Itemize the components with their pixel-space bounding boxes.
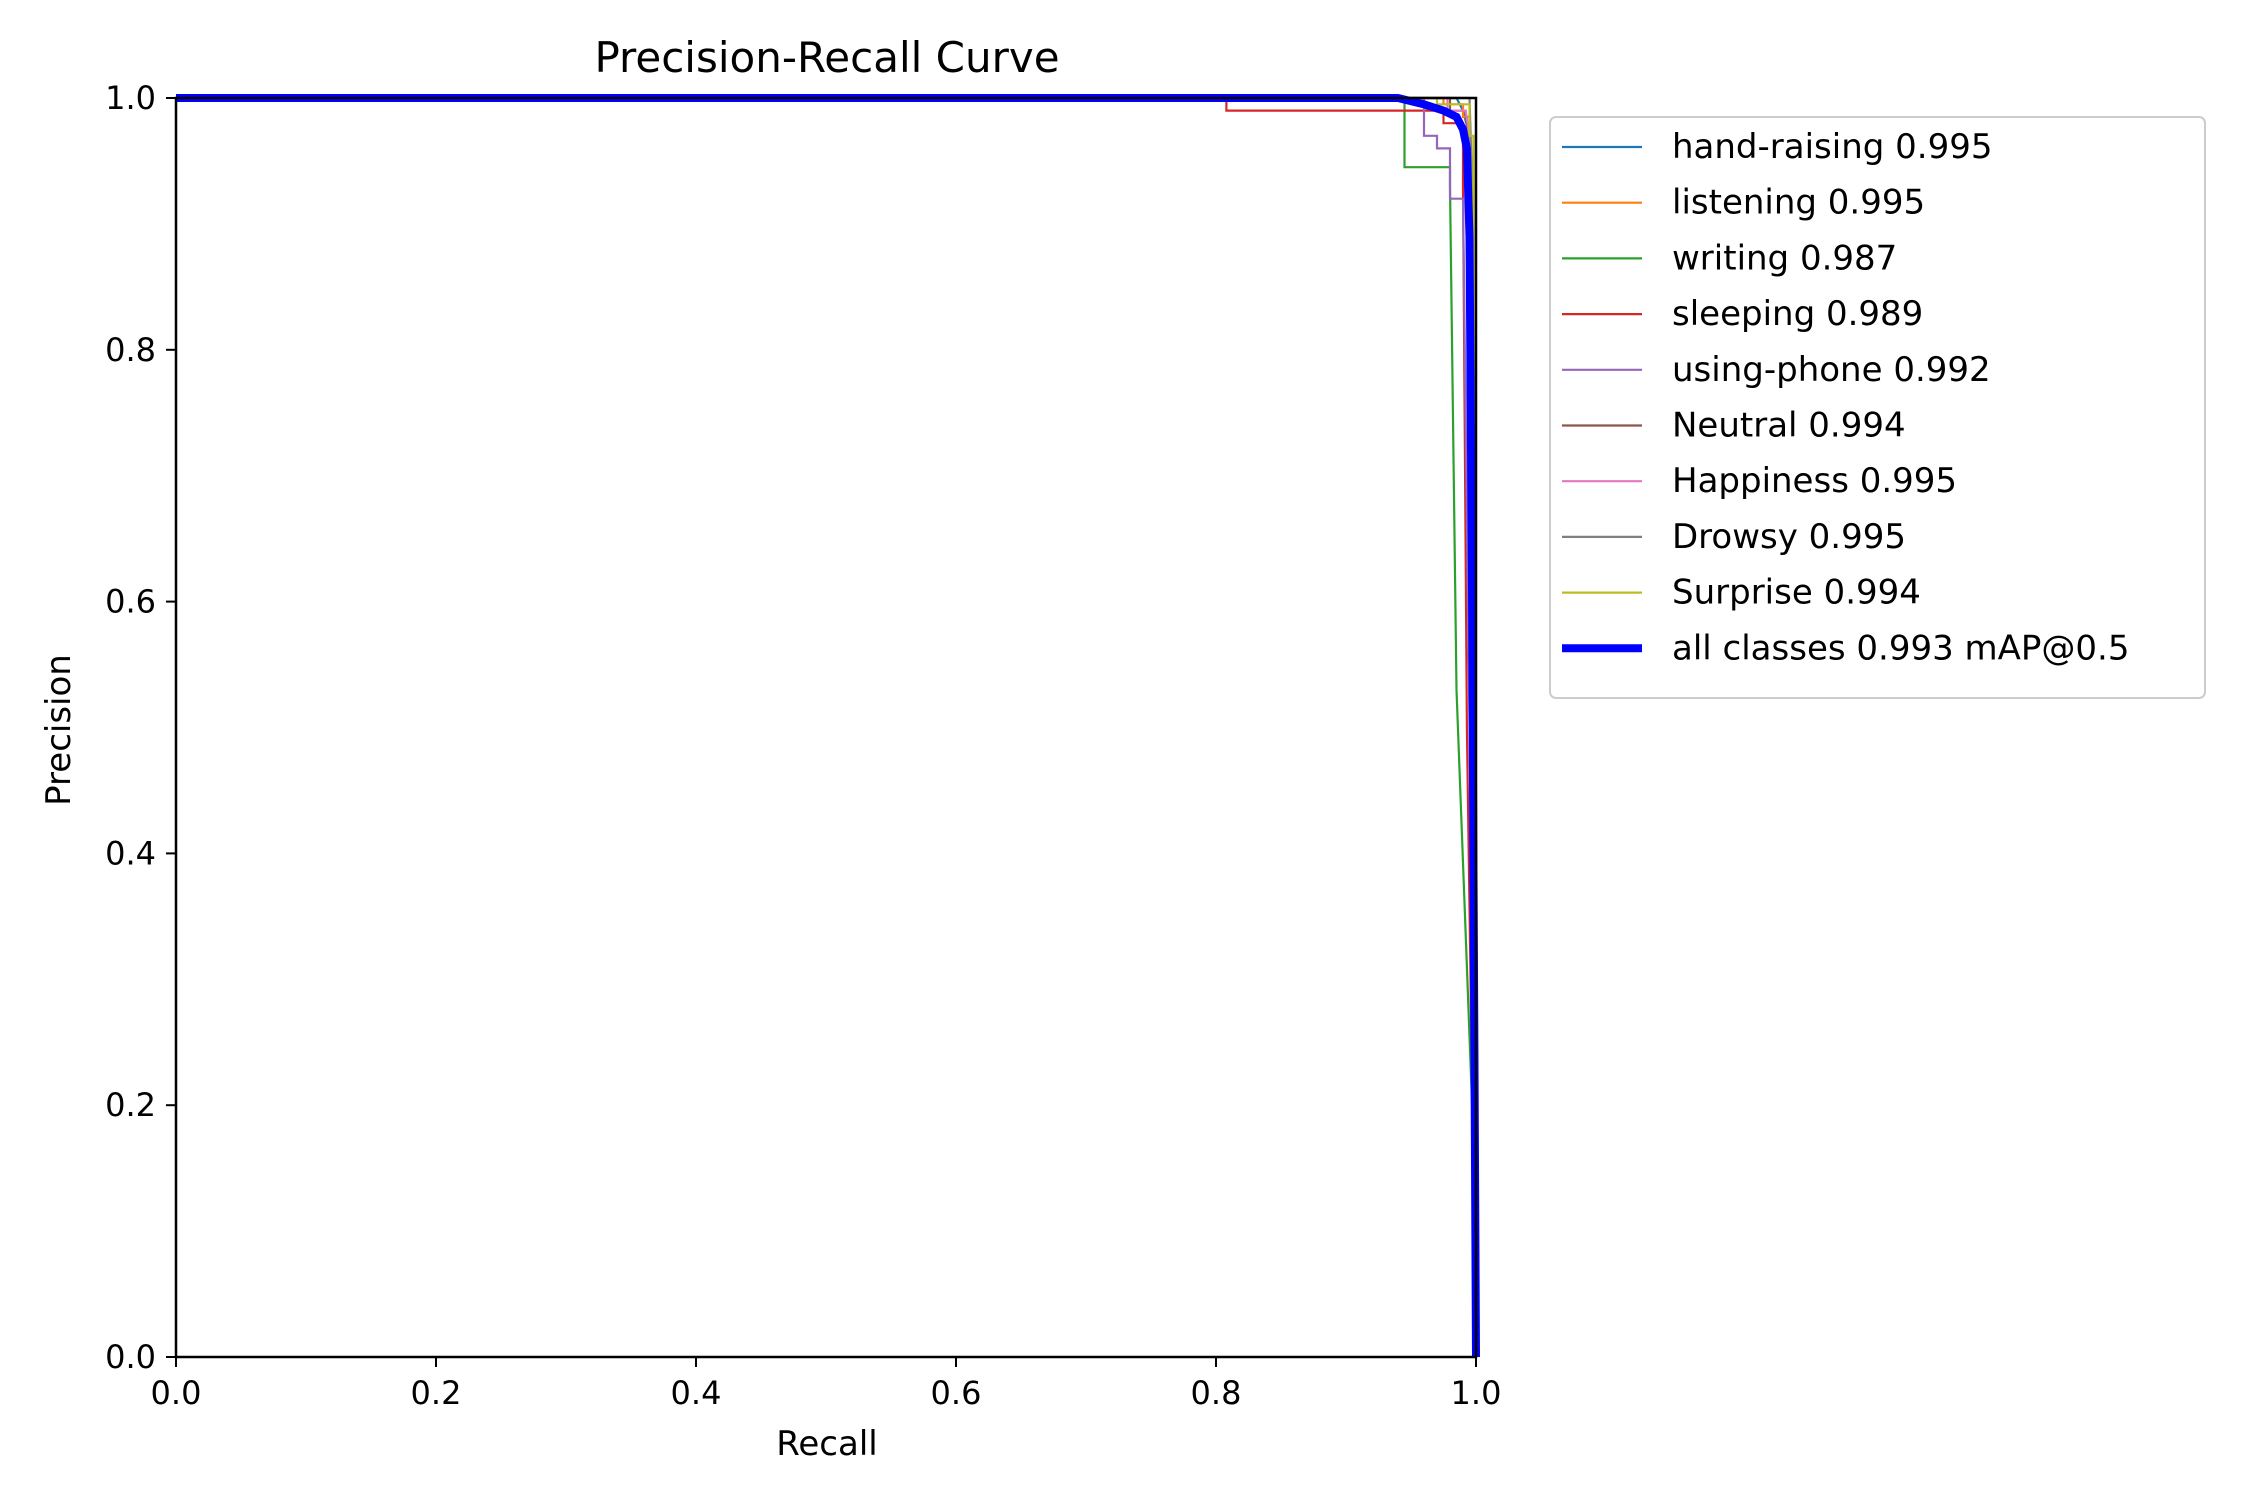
chart-title: Precision-Recall Curve — [594, 33, 1059, 82]
legend-label-surprise-0-994: Surprise 0.994 — [1672, 573, 1921, 613]
x-axis-label: Recall — [776, 1424, 877, 1464]
series-line-using-phone-0-992 — [176, 96, 1478, 1358]
x-tick-label: 0.0 — [151, 1374, 202, 1412]
y-tick-label: 0.4 — [105, 834, 156, 872]
y-tick-label: 1.0 — [105, 79, 156, 117]
y-tick-label: 0.0 — [105, 1338, 156, 1376]
legend-label-sleeping-0-989: sleeping 0.989 — [1672, 294, 1923, 334]
x-tick-label: 0.8 — [1191, 1374, 1242, 1412]
legend-label-hand-raising-0-995: hand-raising 0.995 — [1672, 127, 1992, 167]
legend-box — [1549, 116, 2206, 699]
legend-label-drowsy-0-995: Drowsy 0.995 — [1672, 517, 1906, 557]
x-tick-label: 1.0 — [1451, 1374, 1502, 1412]
y-tick-label: 0.8 — [105, 331, 156, 369]
legend-label-listening-0-995: listening 0.995 — [1672, 183, 1925, 223]
legend-label-neutral-0-994: Neutral 0.994 — [1672, 406, 1906, 446]
x-tick-label: 0.4 — [671, 1374, 722, 1412]
axes-layer: 0.0 0.2 0.4 0.6 0.8 1.0 0.0 0.2 0.4 0.6 0.8 1.0 — [105, 79, 1501, 1412]
plot-frame — [174, 96, 1478, 1359]
y-axis-label: Precision — [39, 654, 79, 806]
x-tick-label: 0.6 — [931, 1374, 982, 1412]
series-line-sleeping-0-989 — [176, 96, 1478, 1358]
x-tick-label: 0.2 — [411, 1374, 462, 1412]
series-line-all-classes-0-993-map-0-5 — [176, 94, 1480, 1358]
legend-label-all-classes-0-993-map-0-5: all classes 0.993 mAP@0.5 — [1672, 628, 2129, 668]
legend-label-using-phone-0-992: using-phone 0.992 — [1672, 350, 1991, 390]
legend-label-writing-0-987: writing 0.987 — [1672, 238, 1897, 278]
y-tick-label: 0.6 — [105, 583, 156, 621]
legend-label-happiness-0-995: Happiness 0.995 — [1672, 461, 1957, 501]
y-tick-label: 0.2 — [105, 1086, 156, 1124]
legend: hand-raising 0.995 listening 0.995 writing… — [1549, 116, 2206, 699]
